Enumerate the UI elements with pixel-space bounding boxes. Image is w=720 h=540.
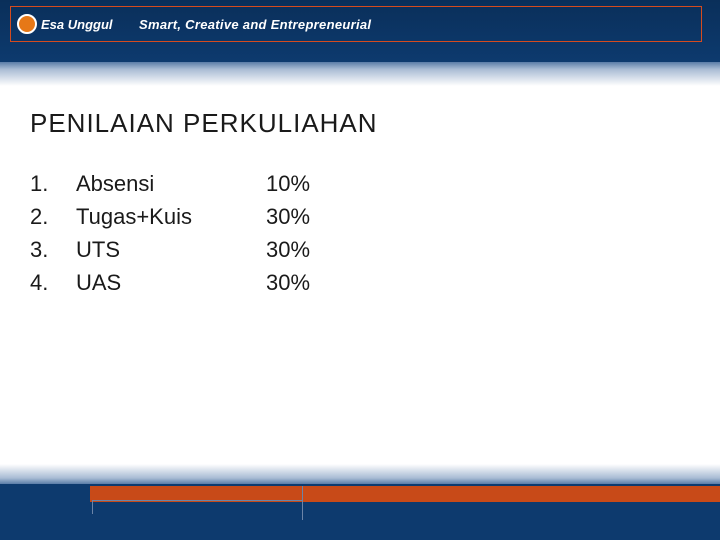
grade-table: 1. 2. 3. 4. Absensi Tugas+Kuis UTS UAS 1… <box>30 167 690 299</box>
column-percent: 10% 30% 30% 30% <box>266 167 336 299</box>
table-row: UAS <box>76 266 266 299</box>
table-row: Absensi <box>76 167 266 200</box>
brand-tagline: Smart, Creative and Entrepreneurial <box>121 17 701 32</box>
table-row: 1. <box>30 167 76 200</box>
table-row: 10% <box>266 167 336 200</box>
header-inner: Esa Unggul Smart, Creative and Entrepren… <box>10 6 702 42</box>
table-row: 3. <box>30 233 76 266</box>
table-row: 30% <box>266 233 336 266</box>
globe-icon <box>17 14 37 34</box>
column-number: 1. 2. 3. 4. <box>30 167 76 299</box>
header-fade <box>0 62 720 86</box>
table-row: UTS <box>76 233 266 266</box>
table-row: 2. <box>30 200 76 233</box>
table-row: Tugas+Kuis <box>76 200 266 233</box>
footer-divider <box>302 486 303 520</box>
slide-title: PENILAIAN PERKULIAHAN <box>30 108 690 139</box>
footer-fade <box>0 464 720 484</box>
header-band: Esa Unggul Smart, Creative and Entrepren… <box>0 0 720 62</box>
slide: Esa Unggul Smart, Creative and Entrepren… <box>0 0 720 540</box>
footer-box-outline <box>92 500 302 514</box>
brand-name: Esa Unggul <box>41 17 113 32</box>
column-item: Absensi Tugas+Kuis UTS UAS <box>76 167 266 299</box>
brand-logo: Esa Unggul <box>11 7 121 41</box>
table-row: 30% <box>266 266 336 299</box>
table-row: 4. <box>30 266 76 299</box>
content-area: PENILAIAN PERKULIAHAN 1. 2. 3. 4. Absens… <box>30 108 690 299</box>
table-row: 30% <box>266 200 336 233</box>
